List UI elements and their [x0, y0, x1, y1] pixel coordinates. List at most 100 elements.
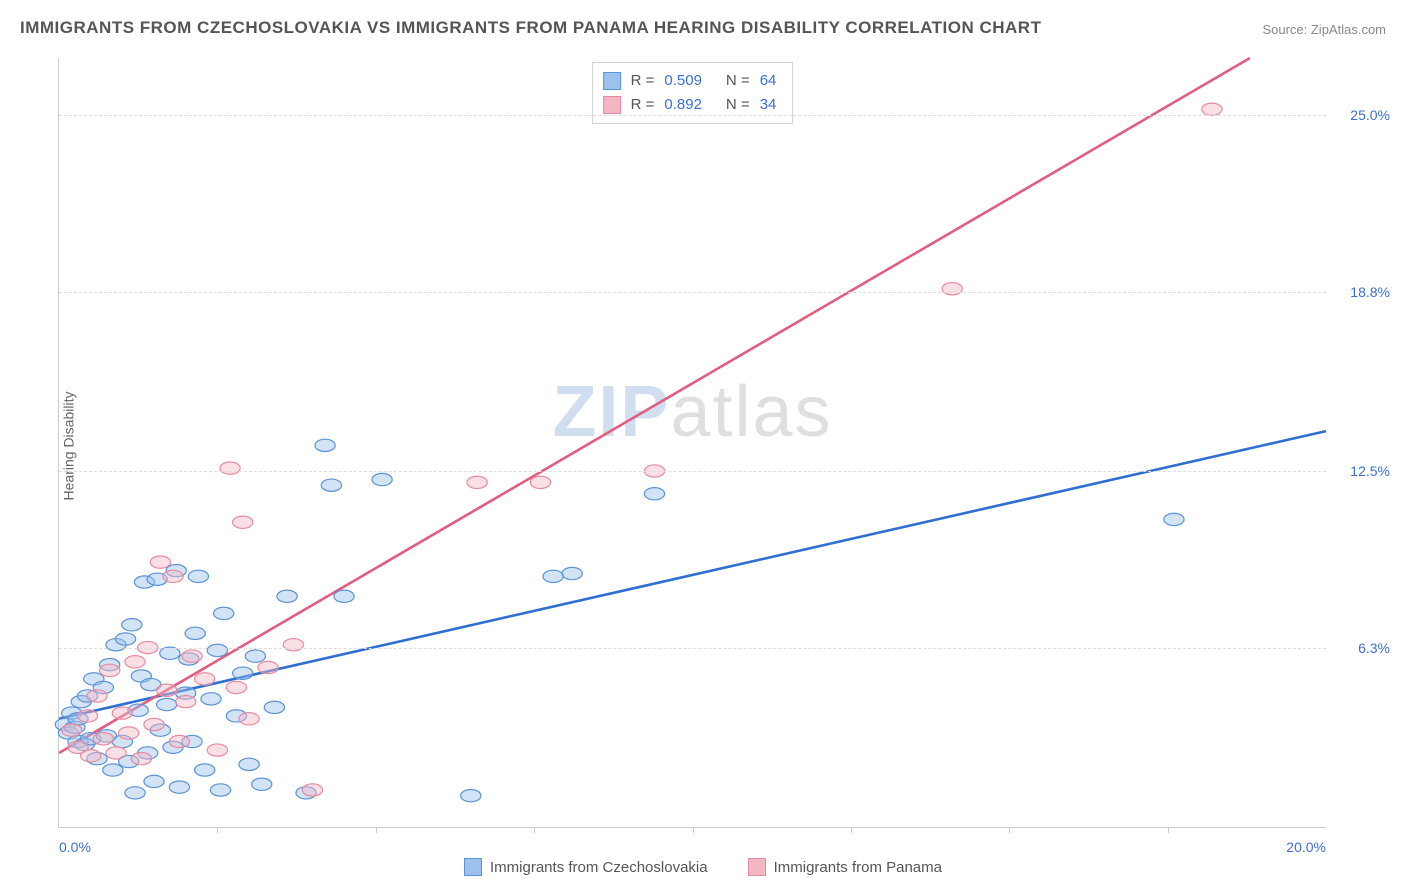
data-point-czech — [201, 693, 221, 705]
data-point-czech — [185, 627, 205, 639]
plot-svg — [59, 58, 1326, 827]
n-value-czech: 64 — [760, 69, 777, 93]
data-point-panama — [207, 744, 227, 756]
chart-title: IMMIGRANTS FROM CZECHOSLOVAKIA VS IMMIGR… — [20, 18, 1041, 38]
data-point-czech — [321, 479, 341, 491]
data-point-czech — [233, 667, 253, 679]
data-point-panama — [467, 476, 487, 488]
legend-label-panama: Immigrants from Panama — [774, 859, 942, 876]
data-point-czech — [157, 698, 177, 710]
r-label: R = — [631, 93, 655, 117]
data-point-czech — [245, 650, 265, 662]
n-label: N = — [726, 69, 750, 93]
data-point-panama — [125, 656, 145, 668]
data-point-czech — [461, 790, 481, 802]
x-tick-label: 20.0% — [1286, 839, 1326, 855]
data-point-panama — [81, 750, 101, 762]
x-tick — [851, 827, 852, 833]
data-point-czech — [214, 607, 234, 619]
data-point-czech — [239, 758, 259, 770]
y-tick-label: 25.0% — [1350, 107, 1390, 123]
data-point-panama — [62, 724, 82, 736]
data-point-czech — [188, 570, 208, 582]
scatter-plot-area: ZIPatlas R =0.509N =64R =0.892N =34 6.3%… — [58, 58, 1326, 828]
legend-item-czech: Immigrants from Czechoslovakia — [464, 858, 708, 876]
r-value-panama: 0.892 — [664, 93, 702, 117]
data-point-panama — [131, 752, 151, 764]
stats-row-czech: R = 0.509 N = 64 — [603, 69, 777, 93]
x-tick — [1009, 827, 1010, 833]
data-point-panama — [119, 727, 139, 739]
data-point-panama — [163, 570, 183, 582]
data-point-czech — [207, 644, 227, 656]
n-value-panama: 34 — [760, 93, 777, 117]
data-point-czech — [195, 764, 215, 776]
x-tick — [534, 827, 535, 833]
data-point-czech — [562, 567, 582, 579]
x-tick — [217, 827, 218, 833]
data-point-panama — [530, 476, 550, 488]
r-label: R = — [631, 69, 655, 93]
r-value-czech: 0.509 — [664, 69, 702, 93]
stats-row-panama: R = 0.892 N = 34 — [603, 93, 777, 117]
data-point-czech — [264, 701, 284, 713]
gridline-horizontal — [59, 471, 1326, 472]
x-tick — [693, 827, 694, 833]
data-point-czech — [115, 633, 135, 645]
data-point-czech — [103, 764, 123, 776]
data-point-panama — [942, 283, 962, 295]
data-point-czech — [334, 590, 354, 602]
gridline-horizontal — [59, 648, 1326, 649]
data-point-czech — [252, 778, 272, 790]
data-point-czech — [144, 775, 164, 787]
x-tick — [376, 827, 377, 833]
data-point-panama — [233, 516, 253, 528]
legend-swatch-panama — [748, 858, 766, 876]
legend-swatch-panama — [603, 96, 621, 114]
data-point-panama — [93, 733, 113, 745]
data-point-czech — [122, 619, 142, 631]
data-point-czech — [372, 473, 392, 485]
legend-label-czech: Immigrants from Czechoslovakia — [490, 859, 708, 876]
data-point-czech — [125, 787, 145, 799]
data-point-czech — [543, 570, 563, 582]
data-point-czech — [315, 439, 335, 451]
data-point-panama — [239, 713, 259, 725]
regression-line-panama — [59, 58, 1250, 753]
data-point-panama — [87, 690, 107, 702]
data-point-panama — [1202, 103, 1222, 115]
data-point-panama — [169, 735, 189, 747]
legend-swatch-czech — [464, 858, 482, 876]
data-point-panama — [226, 681, 246, 693]
data-point-panama — [77, 710, 97, 722]
data-point-panama — [258, 661, 278, 673]
data-point-panama — [150, 556, 170, 568]
data-point-panama — [283, 639, 303, 651]
y-tick-label: 6.3% — [1358, 640, 1390, 656]
data-point-panama — [144, 718, 164, 730]
data-point-panama — [100, 664, 120, 676]
data-point-czech — [644, 488, 664, 500]
data-point-czech — [160, 647, 180, 659]
data-point-panama — [157, 684, 177, 696]
n-label: N = — [726, 93, 750, 117]
legend: Immigrants from Czechoslovakia Immigrants… — [0, 858, 1406, 876]
x-tick — [1168, 827, 1169, 833]
legend-swatch-czech — [603, 72, 621, 90]
data-point-panama — [176, 696, 196, 708]
data-point-czech — [277, 590, 297, 602]
y-tick-label: 18.8% — [1350, 284, 1390, 300]
legend-item-panama: Immigrants from Panama — [748, 858, 942, 876]
data-point-panama — [220, 462, 240, 474]
source-attribution: Source: ZipAtlas.com — [1262, 22, 1386, 37]
data-point-panama — [106, 747, 126, 759]
data-point-panama — [195, 673, 215, 685]
data-point-czech — [169, 781, 189, 793]
x-tick-label: 0.0% — [59, 839, 91, 855]
data-point-czech — [210, 784, 230, 796]
y-tick-label: 12.5% — [1350, 463, 1390, 479]
data-point-panama — [182, 650, 202, 662]
data-point-panama — [112, 707, 132, 719]
gridline-horizontal — [59, 292, 1326, 293]
data-point-czech — [1164, 513, 1184, 525]
